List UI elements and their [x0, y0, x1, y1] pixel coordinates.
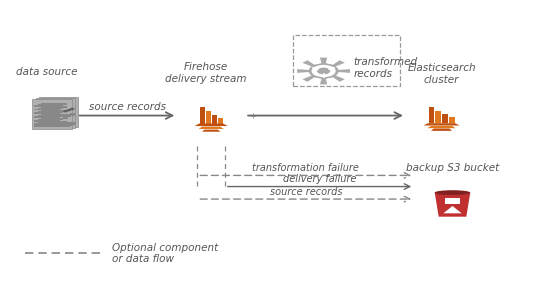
Polygon shape: [194, 124, 228, 126]
Text: Elasticsearch
cluster: Elasticsearch cluster: [407, 63, 476, 85]
Bar: [429, 106, 434, 123]
Bar: [34, 124, 60, 125]
Polygon shape: [202, 130, 220, 132]
Bar: [34, 120, 60, 122]
Bar: [35, 98, 75, 128]
Bar: [41, 110, 66, 112]
Bar: [41, 118, 66, 119]
Bar: [38, 104, 63, 106]
Text: transformed
records: transformed records: [354, 57, 418, 79]
Bar: [442, 114, 448, 123]
Ellipse shape: [435, 190, 470, 195]
Bar: [34, 124, 70, 128]
Bar: [41, 106, 66, 108]
Circle shape: [311, 65, 336, 77]
Circle shape: [309, 63, 338, 79]
Bar: [445, 198, 460, 204]
Polygon shape: [443, 206, 461, 213]
Polygon shape: [435, 193, 470, 217]
Bar: [34, 105, 60, 107]
Bar: [206, 111, 211, 124]
Bar: [41, 103, 66, 105]
Polygon shape: [297, 58, 350, 84]
Bar: [34, 112, 60, 114]
Circle shape: [66, 109, 71, 111]
Bar: [38, 123, 73, 126]
Bar: [435, 111, 441, 123]
Text: Firehose
delivery stream: Firehose delivery stream: [165, 62, 247, 83]
Bar: [38, 119, 63, 120]
Bar: [41, 122, 76, 125]
Bar: [41, 121, 66, 123]
Bar: [38, 111, 63, 113]
Bar: [63, 115, 68, 118]
Bar: [212, 115, 217, 124]
Bar: [218, 118, 223, 124]
Bar: [34, 116, 60, 118]
Text: backup S3 bucket: backup S3 bucket: [406, 163, 499, 173]
Bar: [34, 109, 60, 110]
Text: data source: data source: [16, 66, 78, 77]
Polygon shape: [431, 129, 452, 131]
Text: delivery failure: delivery failure: [283, 174, 356, 184]
Circle shape: [317, 68, 330, 74]
Text: Optional component
or data flow: Optional component or data flow: [112, 243, 219, 264]
Polygon shape: [428, 126, 455, 128]
Bar: [200, 107, 204, 124]
Bar: [39, 97, 79, 127]
Circle shape: [63, 110, 68, 112]
Polygon shape: [423, 123, 460, 126]
Bar: [32, 99, 72, 129]
Polygon shape: [199, 127, 224, 129]
Bar: [449, 117, 454, 123]
Text: +: +: [249, 112, 256, 122]
Bar: [70, 113, 75, 116]
Circle shape: [70, 108, 75, 110]
Bar: [38, 115, 63, 117]
Bar: [38, 108, 63, 109]
Text: source records: source records: [270, 187, 342, 197]
Text: source records: source records: [89, 102, 166, 112]
Text: transformation failure: transformation failure: [253, 163, 359, 173]
Bar: [41, 114, 66, 116]
Bar: [38, 122, 63, 124]
Bar: [66, 114, 71, 118]
